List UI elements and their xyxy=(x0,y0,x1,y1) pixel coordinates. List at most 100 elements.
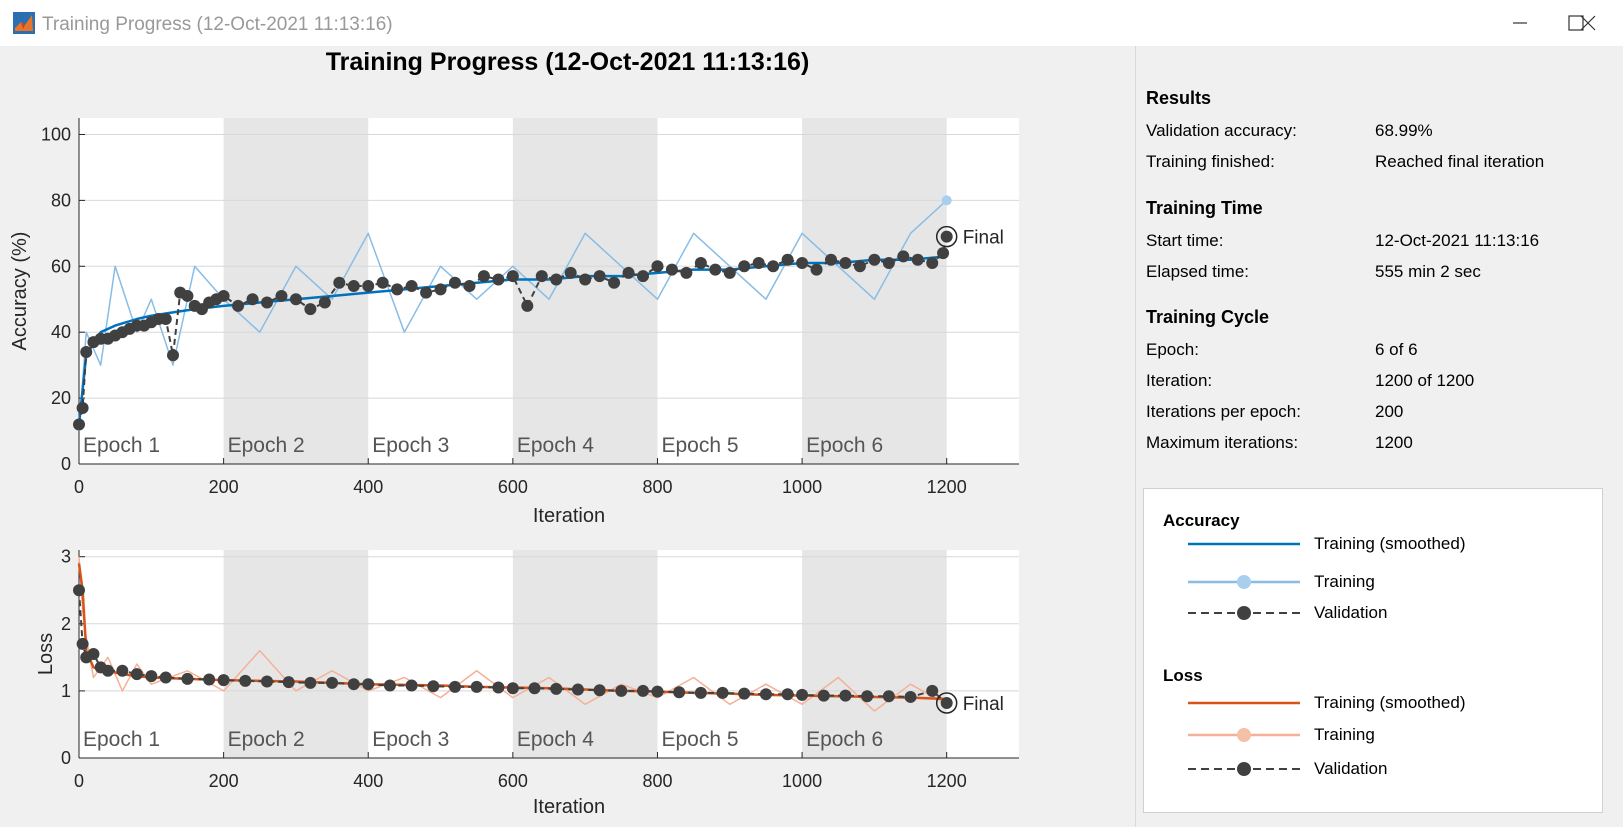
training-finished-label: Training finished: xyxy=(1146,152,1275,171)
loss-validation-point xyxy=(796,688,809,701)
acc-validation-point xyxy=(275,289,288,302)
acc-epoch-shade xyxy=(802,118,947,464)
acc-validation-point xyxy=(492,273,505,286)
loss-validation-point xyxy=(304,676,317,689)
loss-validation-point xyxy=(73,584,85,597)
loss-validation-point xyxy=(427,680,440,693)
loss-training-line xyxy=(78,556,948,712)
loss-y-tick-label: 2 xyxy=(61,614,71,634)
loss-validation-point xyxy=(470,680,483,693)
legend-acc-smoothed-label: Training (smoothed) xyxy=(1314,534,1466,553)
loss-validation-point xyxy=(839,689,852,702)
acc-validation-point xyxy=(246,293,259,306)
acc-validation-point xyxy=(897,250,910,263)
loss-x-tick-label: 600 xyxy=(498,771,528,791)
loss-validation-point xyxy=(781,688,794,701)
acc-x-tick-label: 200 xyxy=(209,477,239,497)
acc-validation-point xyxy=(637,270,649,283)
acc-x-tick-label: 1000 xyxy=(782,477,822,497)
acc-epoch-shade xyxy=(512,118,658,464)
loss-y-tick-label: 0 xyxy=(61,748,71,768)
loss-final-label: Final xyxy=(963,694,1004,715)
loss-validation-point xyxy=(383,679,396,692)
acc-epoch-label: Epoch 6 xyxy=(806,434,883,457)
legend-acc-training-label: Training xyxy=(1314,572,1375,591)
acc-y-tick-label: 60 xyxy=(51,256,71,276)
acc-validation-point xyxy=(521,299,534,312)
loss-epoch-shade xyxy=(223,550,369,758)
loss-validation-point xyxy=(817,689,830,702)
acc-validation-point xyxy=(810,263,823,276)
loss-validation-point xyxy=(926,684,939,697)
acc-validation-point xyxy=(796,256,809,269)
window-title: Training Progress (12-Oct-2021 11:13:16) xyxy=(42,14,393,35)
loss-x-tick-label: 200 xyxy=(209,771,239,791)
acc-x-axis-label: Iteration xyxy=(533,505,605,527)
close-icon xyxy=(1580,15,1596,31)
loss-validation-point xyxy=(347,678,360,691)
training-finished-value: Reached final iteration xyxy=(1375,152,1545,171)
acc-x-tick-label: 400 xyxy=(353,477,383,497)
acc-validation-point xyxy=(738,260,751,273)
acc-epoch-shade xyxy=(223,118,369,464)
maximize-button[interactable] xyxy=(1541,0,1611,46)
loss-validation-point xyxy=(116,664,129,677)
loss-x-tick-label: 1200 xyxy=(927,771,967,791)
acc-validation-point xyxy=(550,273,563,286)
loss-validation-point xyxy=(861,690,874,703)
legend-loss-training-swatch xyxy=(1188,728,1300,742)
loss-y-axis-label: Loss xyxy=(35,633,57,675)
acc-epoch-label: Epoch 3 xyxy=(372,434,449,457)
acc-validation-point xyxy=(76,401,89,414)
acc-validation-point xyxy=(167,349,179,362)
minimize-button[interactable] xyxy=(1484,0,1554,46)
loss-validation-point xyxy=(637,684,649,697)
acc-training-line xyxy=(78,199,948,432)
validation-accuracy-value: 68.99% xyxy=(1375,121,1433,140)
loss-validation-point xyxy=(405,679,418,692)
acc-validation-point xyxy=(217,289,230,302)
minimize-icon xyxy=(1513,22,1527,24)
acc-validation-point xyxy=(940,230,953,243)
acc-validation-point xyxy=(391,283,404,296)
acc-validation-point xyxy=(937,247,950,260)
acc-validation-point xyxy=(622,266,635,279)
acc-epoch-label: Epoch 4 xyxy=(517,434,594,457)
elapsed-time-value: 555 min 2 sec xyxy=(1375,262,1481,281)
acc-validation-point xyxy=(477,270,490,283)
loss-y-tick-label: 3 xyxy=(61,547,71,567)
legend-loss-smoothed-swatch xyxy=(1188,701,1300,705)
acc-epoch-label: Epoch 1 xyxy=(83,434,160,457)
legend-loss-validation-label: Validation xyxy=(1314,759,1388,778)
acc-validation-point xyxy=(579,273,592,286)
acc-chart: 0 200 400 600 800 1000 1200 0 20 40 60 80 100 Accurac… xyxy=(9,118,1019,527)
loss-validation-point xyxy=(940,696,953,709)
loss-validation-point xyxy=(651,685,664,698)
iteration-label: Iteration: xyxy=(1146,371,1213,390)
legend-acc-validation-swatch xyxy=(1188,606,1300,620)
loss-epoch-shade xyxy=(802,550,947,758)
acc-validation-point xyxy=(853,260,866,273)
loss-x-tick-label: 400 xyxy=(353,771,383,791)
loss-validation-point xyxy=(87,648,100,660)
acc-validation-point xyxy=(665,263,678,276)
loss-y-tick-label: 1 xyxy=(61,681,71,701)
acc-validation-point xyxy=(304,303,317,316)
loss-validation-point xyxy=(76,637,89,650)
loss-validation-point xyxy=(506,682,519,695)
legend-accuracy-heading: Accuracy xyxy=(1163,511,1240,530)
acc-validation-point xyxy=(535,270,548,283)
acc-x-tick-label: 0 xyxy=(74,477,84,497)
loss-epoch-label: Epoch 4 xyxy=(517,728,594,751)
close-button[interactable] xyxy=(1553,0,1623,46)
acc-y-tick-label: 20 xyxy=(51,388,71,408)
loss-epoch-label: Epoch 3 xyxy=(372,728,449,751)
loss-validation-point xyxy=(615,684,628,697)
legend-panel: Accuracy Training (smoothed) Training Va… xyxy=(1143,488,1603,813)
matlab-logo-icon xyxy=(13,12,35,34)
epoch-label: Epoch: xyxy=(1146,340,1199,359)
acc-final-marker xyxy=(935,225,958,248)
legend-acc-training-swatch xyxy=(1188,575,1300,589)
acc-validation-point xyxy=(781,253,794,266)
loss-validation-point xyxy=(738,687,751,700)
